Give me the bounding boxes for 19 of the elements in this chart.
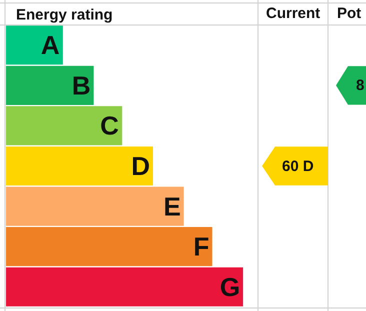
- bar: [6, 267, 244, 306]
- bar: [6, 66, 94, 105]
- chart-title: Energy rating: [16, 6, 113, 24]
- bar: [6, 106, 122, 146]
- y-tick-label: A: [40, 30, 60, 60]
- bar: [6, 186, 184, 226]
- y-tick-label: G: [220, 272, 240, 302]
- text: 8: [356, 77, 364, 94]
- bar: [6, 146, 153, 186]
- y-tick-label: B: [72, 70, 91, 100]
- y-tick-label: F: [193, 232, 210, 262]
- text: 60 D: [282, 158, 314, 175]
- y-tick-label: E: [163, 191, 181, 222]
- bar: [6, 227, 212, 266]
- text: Current: [266, 5, 320, 22]
- bar: [6, 26, 63, 65]
- text: Pot: [337, 5, 362, 22]
- y-tick-label: D: [131, 151, 150, 181]
- y-tick-label: C: [100, 110, 120, 141]
